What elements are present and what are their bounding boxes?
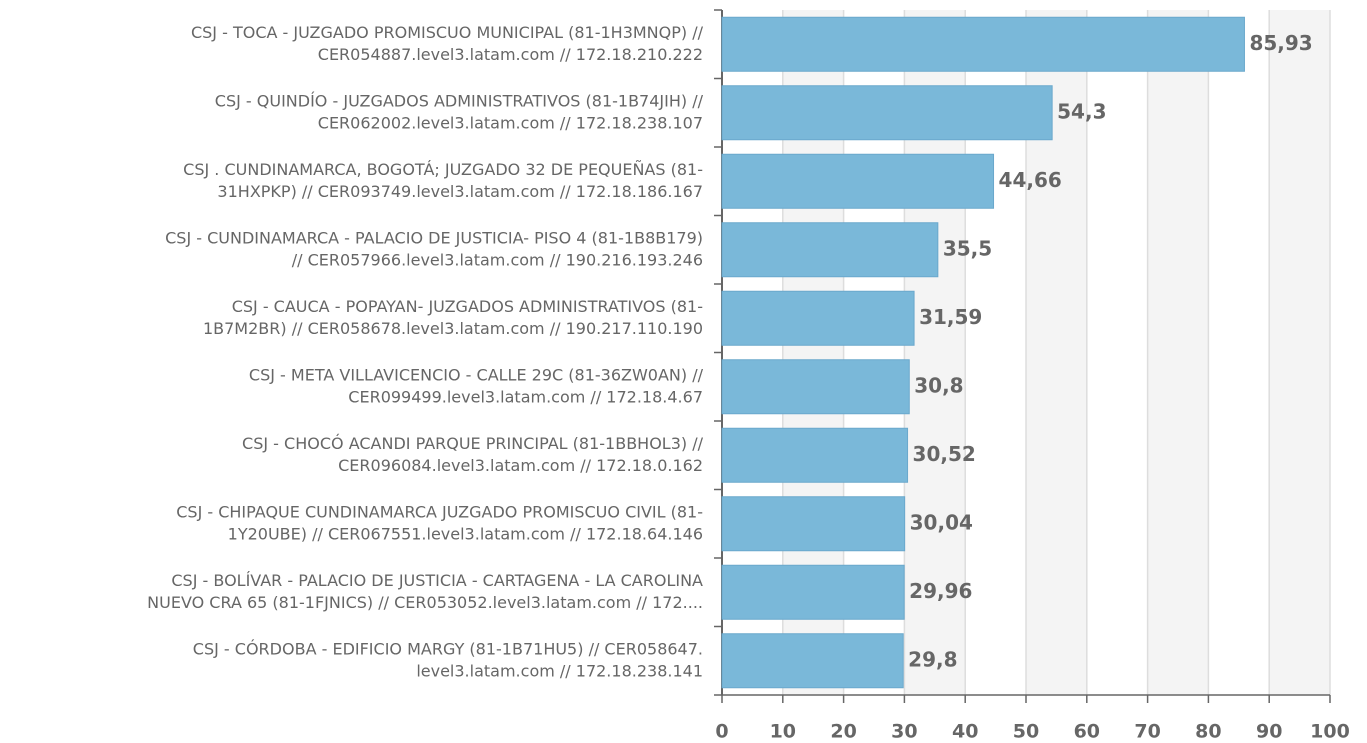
y-tick-label: CSJ - TOCA - JUZGADO PROMISCUO MUNICIPAL… — [191, 23, 704, 42]
value-label: 30,52 — [913, 442, 976, 466]
y-tick-label: CER062002.level3.latam.com // 172.18.238… — [318, 113, 703, 132]
y-tick-label: CSJ - CAUCA - POPAYAN- JUZGADOS ADMINIST… — [232, 297, 703, 316]
y-tick-label: CSJ . CUNDINAMARCA, BOGOTÁ; JUZGADO 32 D… — [183, 160, 703, 179]
x-tick-label: 70 — [1134, 721, 1160, 743]
bar — [721, 359, 910, 415]
value-label: 29,8 — [908, 647, 957, 671]
y-tick-label: CSJ - BOLÍVAR - PALACIO DE JUSTICIA - CA… — [171, 571, 703, 590]
y-tick-label: // CER057966.level3.latam.com // 190.216… — [292, 250, 703, 269]
plot-stripe — [1147, 10, 1209, 695]
x-tick-label: 90 — [1256, 721, 1282, 743]
value-label: 44,66 — [999, 168, 1062, 192]
x-tick-label: 40 — [952, 721, 978, 743]
value-label: 30,04 — [910, 510, 973, 534]
bar — [721, 564, 905, 620]
bar — [721, 633, 904, 689]
y-tick-label: level3.latam.com // 172.18.238.141 — [416, 661, 703, 680]
x-tick-label: 30 — [891, 721, 917, 743]
y-tick-label: CER054887.level3.latam.com // 172.18.210… — [318, 45, 703, 64]
bar — [721, 16, 1245, 72]
y-tick-label: CSJ - CÓRDOBA - EDIFICIO MARGY (81-1B71H… — [193, 639, 703, 658]
x-tick-label: 0 — [715, 721, 728, 743]
value-label: 29,96 — [909, 579, 972, 603]
y-tick-label: CER099499.level3.latam.com // 172.18.4.6… — [348, 387, 703, 406]
y-tick-label: NUEVO CRA 65 (81-1FJNICS) // CER053052.l… — [147, 593, 703, 612]
y-tick-label: 1B7M2BR) // CER058678.level3.latam.com /… — [203, 319, 703, 338]
y-tick-label: CSJ - CHIPAQUE CUNDINAMARCA JUZGADO PROM… — [176, 502, 703, 521]
value-label: 54,3 — [1057, 99, 1106, 123]
x-tick-label: 50 — [1013, 721, 1039, 743]
y-tick-label: 1Y20UBE) // CER067551.level3.latam.com /… — [228, 524, 703, 543]
value-label: 31,59 — [919, 305, 982, 329]
bar — [721, 290, 915, 346]
plot-stripe — [1269, 10, 1330, 695]
x-tick-label: 20 — [830, 721, 856, 743]
value-label: 85,93 — [1249, 31, 1312, 55]
y-tick-label: CSJ - CUNDINAMARCA - PALACIO DE JUSTICIA… — [165, 228, 703, 247]
value-label: 30,8 — [914, 373, 963, 397]
y-tick-label: CSJ - META VILLAVICENCIO - CALLE 29C (81… — [249, 365, 704, 384]
y-tick-label: CSJ - CHOCÓ ACANDI PARQUE PRINCIPAL (81-… — [242, 434, 704, 453]
value-label: 35,5 — [943, 236, 992, 260]
bar — [721, 153, 995, 209]
bar — [721, 222, 939, 278]
bar — [721, 85, 1053, 141]
bar — [721, 427, 909, 483]
y-tick-label: CSJ - QUINDÍO - JUZGADOS ADMINISTRATIVOS… — [215, 91, 704, 110]
x-tick-label: 10 — [770, 721, 796, 743]
x-tick-label: 60 — [1074, 721, 1100, 743]
x-tick-label: 80 — [1195, 721, 1221, 743]
x-tick-label: 100 — [1310, 721, 1350, 743]
bar — [721, 496, 906, 552]
y-tick-label: CER096084.level3.latam.com // 172.18.0.1… — [338, 456, 703, 475]
y-tick-label: 31HXPKP) // CER093749.level3.latam.com /… — [217, 182, 703, 201]
